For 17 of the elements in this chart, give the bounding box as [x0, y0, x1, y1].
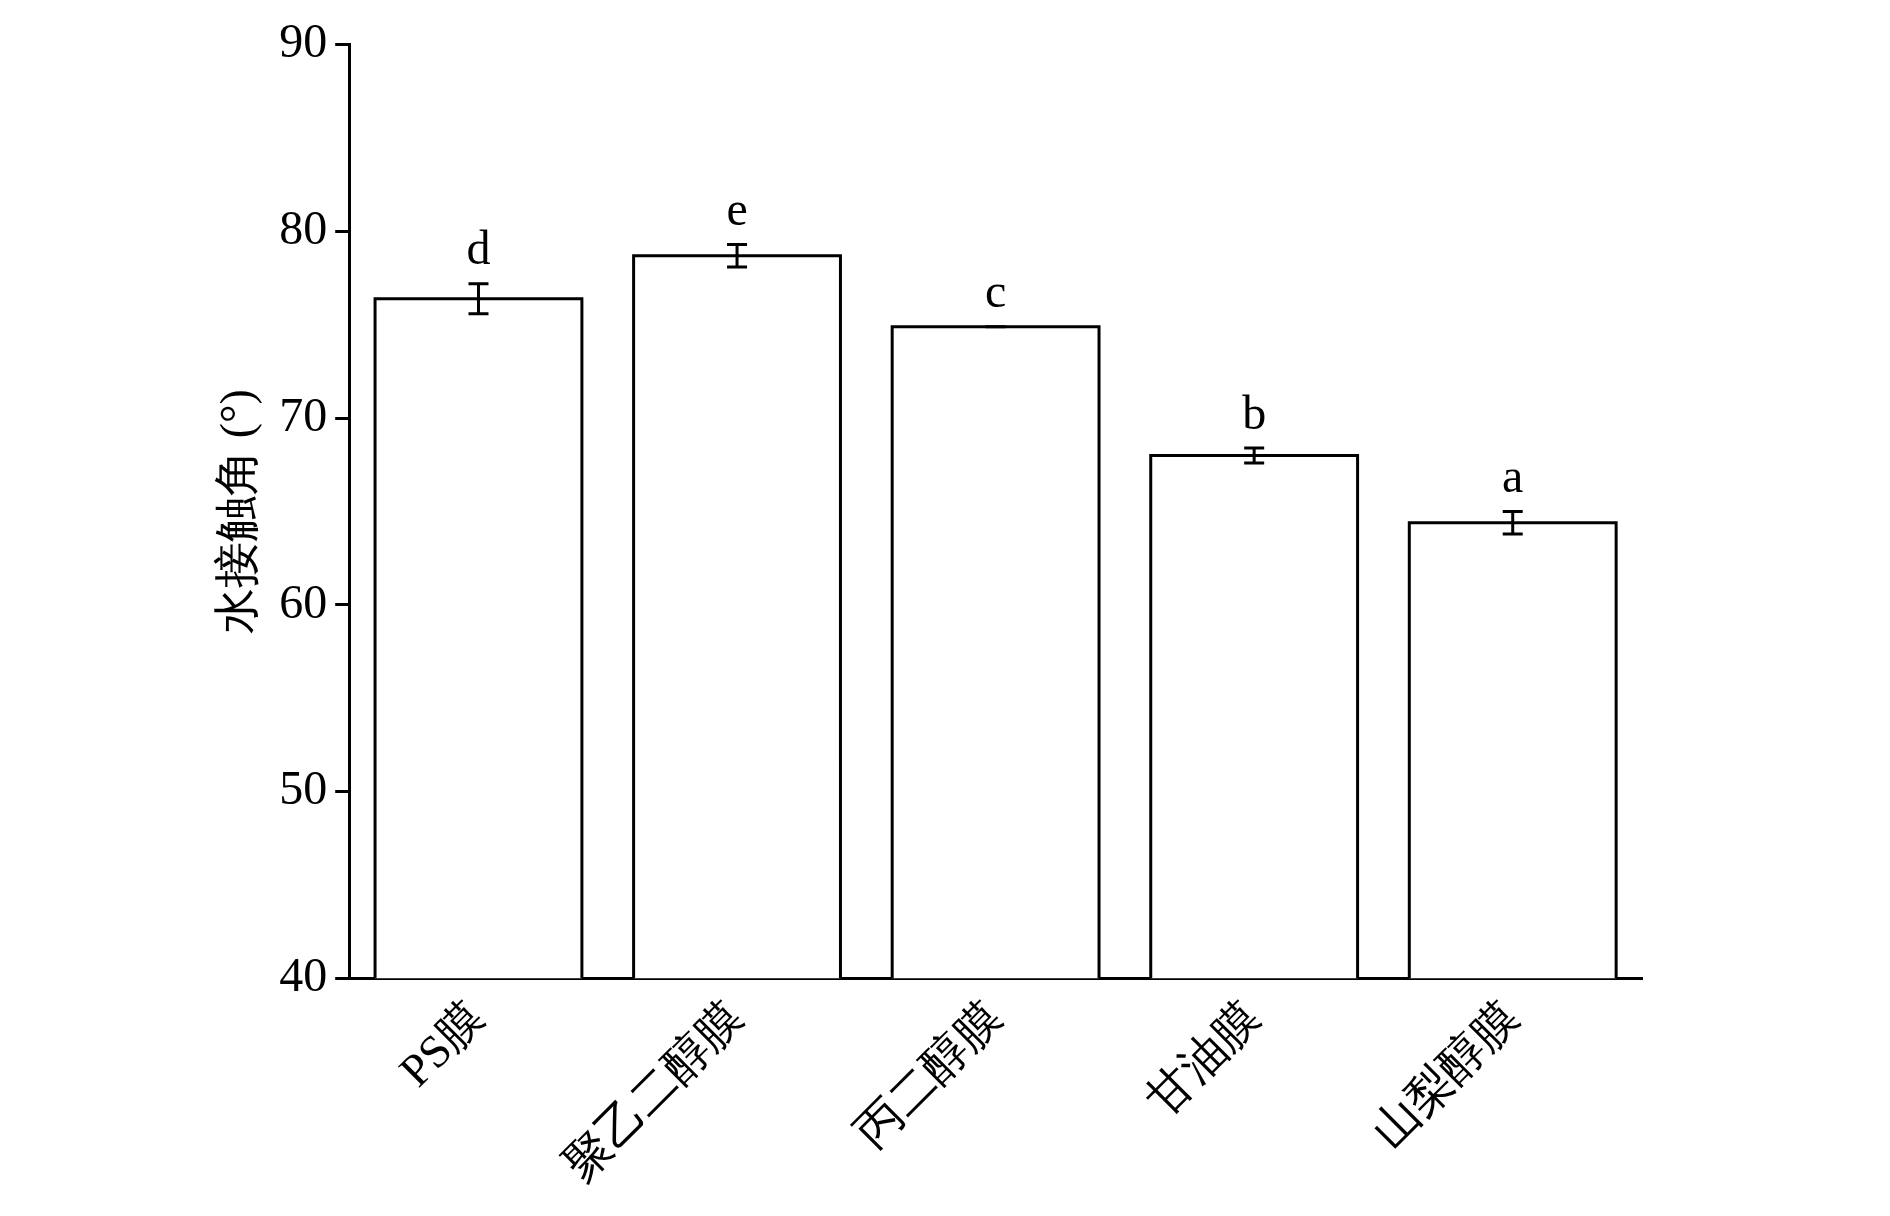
y-axis-title: 水接触角 (°): [210, 389, 262, 634]
x-tick-label: PS膜: [389, 991, 495, 1097]
y-tick-label: 50: [279, 761, 328, 815]
x-tick-label: 山梨醇膜: [1362, 991, 1529, 1158]
annotation: e: [726, 182, 748, 236]
y-tick-label: 90: [279, 14, 328, 68]
annotation: b: [1242, 385, 1267, 439]
y-tick-label: 40: [279, 947, 328, 1001]
x-tick-label: 丙二醇膜: [845, 991, 1012, 1158]
x-tick-label: 聚乙二醇膜: [553, 991, 753, 1191]
y-tick-label: 60: [279, 574, 328, 628]
y-tick-label: 70: [279, 387, 328, 441]
y-tick-label: 80: [279, 201, 328, 255]
annotation: c: [984, 264, 1007, 318]
annotation: a: [1502, 449, 1524, 503]
annotation: d: [466, 221, 491, 275]
x-tick-label: 甘油膜: [1136, 991, 1270, 1126]
